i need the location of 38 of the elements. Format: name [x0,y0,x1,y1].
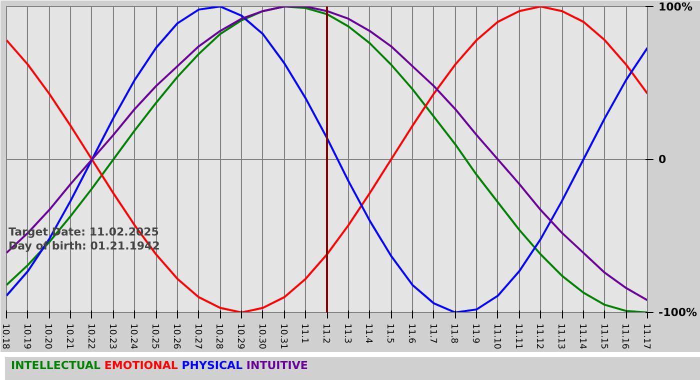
x-tick-label: 11.5 [384,324,395,344]
x-tick-label: 11.11 [512,324,523,350]
legend-item: INTUITIVE [246,359,308,372]
x-tick-label: 11.16 [620,324,630,350]
x-tick-label: 11.6 [406,324,416,344]
x-tick-label: 10.23 [106,324,117,350]
x-tick-label: 11.13 [556,324,566,350]
legend-item: PHYSICAL [182,359,243,372]
x-tick-label: 11.9 [470,324,480,344]
x-tick-label: 10.29 [235,324,246,350]
x-tick-label: 10.20 [42,324,53,350]
x-tick-label: 11.10 [491,324,502,350]
x-tick-label: 10.25 [150,324,160,350]
x-tick-label: 10.22 [85,324,96,350]
x-tick-label: 11.7 [427,324,438,344]
x-tick-label: 10.19 [21,324,32,350]
x-tick-label: 10.28 [214,324,224,350]
y-tick-label: 0 [658,153,666,166]
x-tick-label: 11.2 [320,324,330,344]
x-tick-label: 10.30 [256,324,266,350]
x-tick-label: 11.17 [641,324,651,350]
x-tick-label: 10.18 [0,324,10,350]
legend-item: INTELLECTUAL [11,359,101,372]
legend-item: EMOTIONAL [104,359,178,372]
x-tick-label: 10.21 [64,324,74,350]
y-tick-label: -100% [658,306,698,319]
x-tick-label: 10.31 [278,324,288,350]
x-tick-label: 11.3 [342,324,352,344]
x-tick-label: 11.14 [576,324,587,350]
y-tick-label: 100% [658,0,692,14]
x-tick-label: 11.1 [299,324,310,344]
x-tick-label: 10.27 [192,324,202,350]
x-tick-label: 10.26 [170,324,181,350]
x-tick-label: 11.8 [448,324,459,344]
x-tick-label: 10.24 [128,324,138,350]
x-tick-label: 11.4 [363,324,374,344]
x-tick-label: 11.15 [598,324,608,350]
x-tick-label: 11.12 [534,324,544,350]
